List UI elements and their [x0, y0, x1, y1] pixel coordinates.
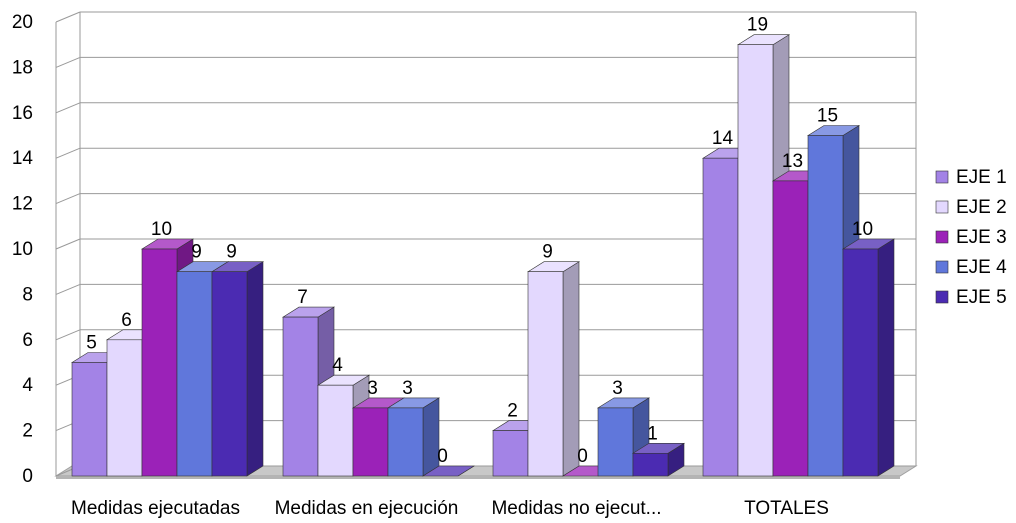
bar-front	[282, 316, 319, 477]
data-label: 14	[712, 128, 734, 149]
legend-item: EJE 4	[935, 257, 1007, 278]
bar-front	[737, 44, 774, 477]
y-tick-label: 14	[12, 148, 34, 169]
bar-front	[807, 135, 844, 477]
gridline-depth	[55, 329, 81, 341]
bar-side	[877, 238, 895, 477]
bars	[70, 34, 896, 477]
bar-front	[492, 430, 529, 477]
bar-front	[141, 248, 178, 477]
legend-label: EJE 4	[956, 257, 1007, 278]
bar-side	[246, 261, 264, 477]
bar-top	[421, 465, 476, 477]
bar-front	[387, 407, 424, 477]
data-label: 7	[297, 287, 308, 308]
bar-5-3	[631, 442, 686, 477]
legend-swatch	[935, 290, 949, 304]
legend-item: EJE 2	[935, 197, 1007, 218]
bar-4-3	[596, 397, 651, 477]
bar-5-4	[841, 238, 896, 477]
data-label: 0	[437, 446, 448, 467]
gridline-depth	[55, 56, 81, 68]
legend-swatch	[935, 260, 949, 274]
bar-front	[632, 452, 669, 477]
y-tick-label: 12	[12, 194, 33, 215]
data-label: 3	[402, 378, 413, 399]
y-tick-label: 2	[22, 421, 33, 442]
bar-front	[317, 384, 354, 477]
bar-front	[597, 407, 634, 477]
data-label: 3	[367, 378, 378, 399]
gridline-depth	[55, 238, 81, 250]
data-label: 9	[226, 242, 237, 263]
y-tick-label: 20	[12, 12, 33, 33]
gridline-depth	[55, 283, 81, 295]
bar-front	[71, 362, 108, 477]
gridline-depth	[55, 193, 81, 205]
bar-5-2	[421, 465, 476, 477]
bar-front	[842, 248, 879, 477]
y-tick-label: 4	[22, 375, 33, 396]
bar-front	[211, 271, 248, 477]
legend-item: EJE 3	[935, 227, 1007, 248]
legend: EJE 1 EJE 2 EJE 3 EJE 4 EJE 5	[935, 167, 1007, 308]
data-label: 0	[577, 446, 588, 467]
legend-item: EJE 1	[935, 167, 1007, 188]
bar-front	[106, 339, 143, 477]
data-label: 2	[507, 401, 518, 422]
y-tick-label: 16	[12, 103, 33, 124]
data-label: 15	[817, 106, 838, 127]
legend-swatch	[935, 230, 949, 244]
data-label: 4	[332, 355, 343, 376]
bar-side	[562, 261, 580, 477]
x-axis-category-labels: Medidas ejecutadas Medidas en ejecución Me…	[71, 498, 829, 519]
gridline-depth	[55, 11, 81, 23]
bar-4-2	[386, 397, 441, 477]
legend-label: EJE 5	[956, 287, 1007, 308]
y-tick-label: 10	[12, 239, 33, 260]
data-label: 5	[86, 333, 97, 354]
legend-label: EJE 2	[956, 197, 1007, 218]
x-category-label: Medidas en ejecución	[275, 498, 459, 518]
data-label: 10	[852, 219, 873, 240]
data-labels: 5 6 10 9 9 7 4 3 3 0 2 9 0 3 1 14 19 13 15 10	[86, 15, 873, 467]
x-category-label: Medidas no ejecut...	[491, 498, 661, 518]
data-label: 6	[121, 310, 132, 331]
bar-5-1	[210, 261, 265, 477]
gridline-depth	[55, 147, 81, 159]
legend-swatch	[935, 200, 949, 214]
bar-front	[176, 271, 213, 477]
data-label: 9	[542, 242, 553, 263]
y-tick-label: 8	[22, 284, 33, 305]
chart-floor-edge	[56, 476, 900, 479]
data-label: 13	[782, 151, 803, 172]
data-label: 3	[612, 378, 623, 399]
y-tick-label: 0	[22, 466, 33, 487]
bar-front	[772, 180, 809, 477]
data-label: 19	[747, 15, 768, 36]
data-label: 9	[191, 242, 202, 263]
gridline-depth	[55, 102, 81, 114]
bar-2-3	[526, 261, 581, 477]
y-tick-label: 6	[22, 330, 33, 351]
y-axis-tick-labels: 0 2 4 6 8 10 12 14 16 18 20	[12, 12, 34, 487]
legend-label: EJE 3	[956, 227, 1007, 248]
bar-front	[702, 157, 739, 477]
y-tick-label: 18	[12, 57, 33, 78]
legend-swatch	[935, 170, 949, 184]
legend-item: EJE 5	[935, 287, 1007, 308]
bar-front	[527, 271, 564, 477]
legend-label: EJE 1	[956, 167, 1007, 188]
data-label: 1	[647, 423, 658, 444]
x-category-label: TOTALES	[744, 498, 829, 518]
bar-front	[352, 407, 389, 477]
data-label: 10	[151, 219, 172, 240]
x-category-label: Medidas ejecutadas	[71, 498, 240, 518]
